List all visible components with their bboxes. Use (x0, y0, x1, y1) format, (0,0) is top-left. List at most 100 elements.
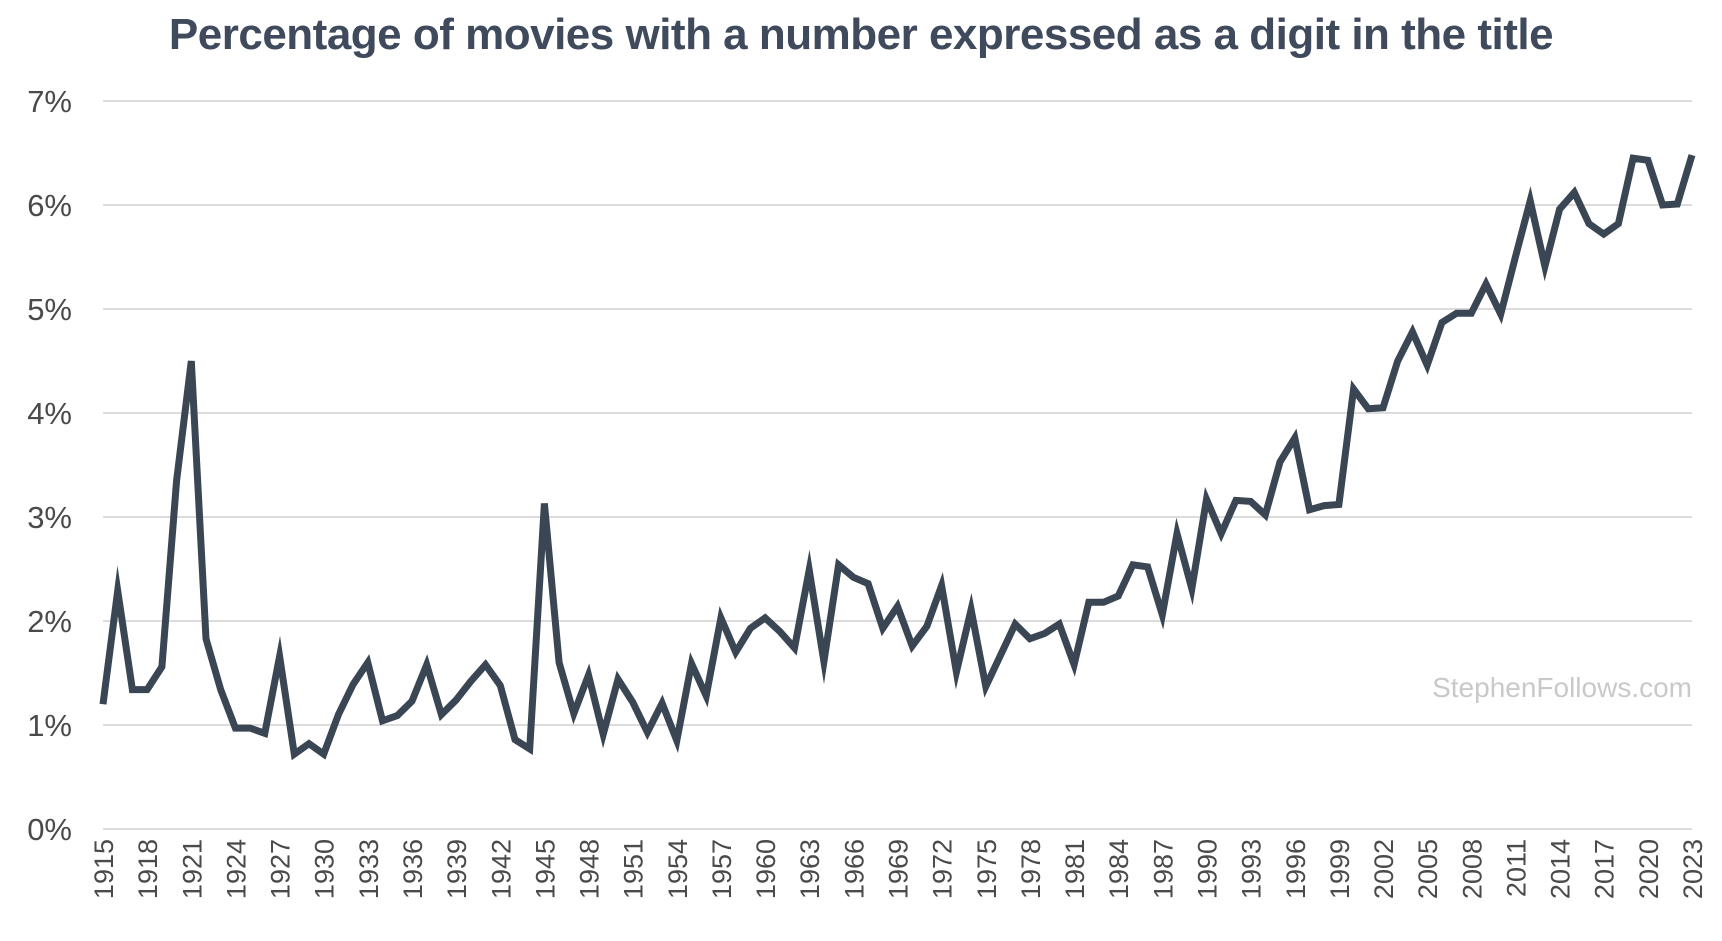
data-point (1674, 201, 1680, 207)
x-tick-label: 1984 (1104, 839, 1134, 899)
data-point (1042, 630, 1048, 636)
data-point (409, 698, 415, 704)
data-point (1439, 320, 1445, 326)
data-point (718, 615, 724, 621)
data-point (468, 678, 474, 684)
data-point (1380, 405, 1386, 411)
x-tick-label: 1945 (530, 839, 560, 899)
data-point (262, 730, 268, 736)
data-point (291, 751, 297, 757)
data-point (600, 731, 606, 737)
data-point (880, 625, 886, 631)
x-tick-label: 1930 (310, 839, 340, 899)
data-point (306, 741, 312, 747)
data-point (1203, 496, 1209, 502)
data-point (747, 625, 753, 631)
data-point (1483, 281, 1489, 287)
data-point (659, 700, 665, 706)
data-point (674, 738, 680, 744)
x-tick-label: 1966 (839, 839, 869, 899)
data-point (1086, 599, 1092, 605)
data-point (1189, 586, 1195, 592)
data-point (1630, 155, 1636, 161)
x-tick-label: 1927 (266, 839, 296, 899)
x-tick-label: 1924 (221, 839, 251, 899)
x-tick-label: 1939 (442, 839, 472, 899)
data-point (1615, 221, 1621, 227)
x-tick-label: 1915 (89, 839, 119, 899)
x-tick-label: 1948 (575, 839, 605, 899)
y-tick-label: 3% (27, 500, 72, 535)
data-point (1100, 599, 1106, 605)
x-tick-label: 2002 (1369, 839, 1399, 899)
y-tick-label: 7% (27, 84, 72, 119)
data-point (365, 660, 371, 666)
x-tick-label: 1963 (795, 839, 825, 899)
data-point (1292, 435, 1298, 441)
x-tick-label: 1957 (707, 839, 737, 899)
x-tick-label: 2023 (1678, 839, 1708, 899)
data-point (129, 687, 135, 693)
data-point (1512, 254, 1518, 260)
data-point (1351, 386, 1357, 392)
data-point (924, 623, 930, 629)
x-tick-label: 1936 (398, 839, 428, 899)
data-point (1145, 564, 1151, 570)
data-point (821, 659, 827, 665)
data-point (953, 669, 959, 675)
data-point (1130, 562, 1136, 568)
data-point (232, 725, 238, 731)
data-point (895, 603, 901, 609)
data-point (1571, 190, 1577, 196)
data-point (1115, 593, 1121, 599)
data-point (939, 583, 945, 589)
data-point (174, 478, 180, 484)
data-point (1527, 198, 1533, 204)
data-point (1601, 231, 1607, 237)
x-tick-label: 1954 (663, 839, 693, 899)
data-point (556, 660, 562, 666)
x-tick-label: 2005 (1413, 839, 1443, 899)
x-tick-label: 1969 (884, 839, 914, 899)
y-tick-label: 5% (27, 292, 72, 327)
x-tick-label: 1918 (133, 839, 163, 899)
data-point (144, 687, 150, 693)
data-point (1218, 531, 1224, 537)
data-point (1248, 498, 1254, 504)
data-point (806, 567, 812, 573)
x-tick-label: 1942 (486, 839, 516, 899)
data-point (1542, 263, 1548, 269)
data-point (424, 662, 430, 668)
data-point (1012, 621, 1018, 627)
x-tick-label: 1999 (1325, 839, 1355, 899)
series-line (99, 154, 1696, 761)
data-point (1056, 621, 1062, 627)
data-point (203, 636, 209, 642)
data-point (541, 500, 547, 506)
y-tick-label: 2% (27, 604, 72, 639)
data-point (1071, 662, 1077, 668)
data-point (159, 664, 165, 670)
data-point (733, 649, 739, 655)
x-tick-label: 2017 (1590, 839, 1620, 899)
data-point (512, 737, 518, 743)
watermark: StephenFollows.com (1432, 672, 1692, 703)
x-tick-label: 1951 (619, 839, 649, 899)
data-point (1468, 310, 1474, 316)
data-point (997, 652, 1003, 658)
data-point (380, 718, 386, 724)
x-tick-label: 1996 (1281, 839, 1311, 899)
data-point (1306, 507, 1312, 513)
data-point (1336, 502, 1342, 508)
x-tick-label: 1921 (177, 839, 207, 899)
data-point (792, 645, 798, 651)
x-tick-label: 1981 (1060, 839, 1090, 899)
data-point (1586, 221, 1592, 227)
data-point (983, 684, 989, 690)
data-point (1689, 152, 1695, 158)
x-tick-label: 1972 (928, 839, 958, 899)
data-point (394, 713, 400, 719)
data-point (1645, 157, 1651, 163)
